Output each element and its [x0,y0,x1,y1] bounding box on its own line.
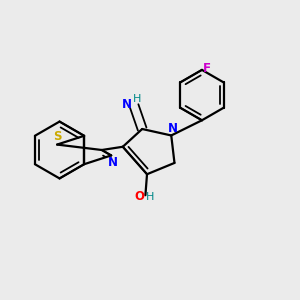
Text: N: N [108,156,118,169]
Text: O: O [135,190,145,203]
Text: F: F [203,62,211,75]
Text: H: H [133,94,142,103]
Text: S: S [53,130,62,143]
Text: H: H [146,192,154,202]
Text: N: N [168,122,178,135]
Text: N: N [122,98,132,111]
